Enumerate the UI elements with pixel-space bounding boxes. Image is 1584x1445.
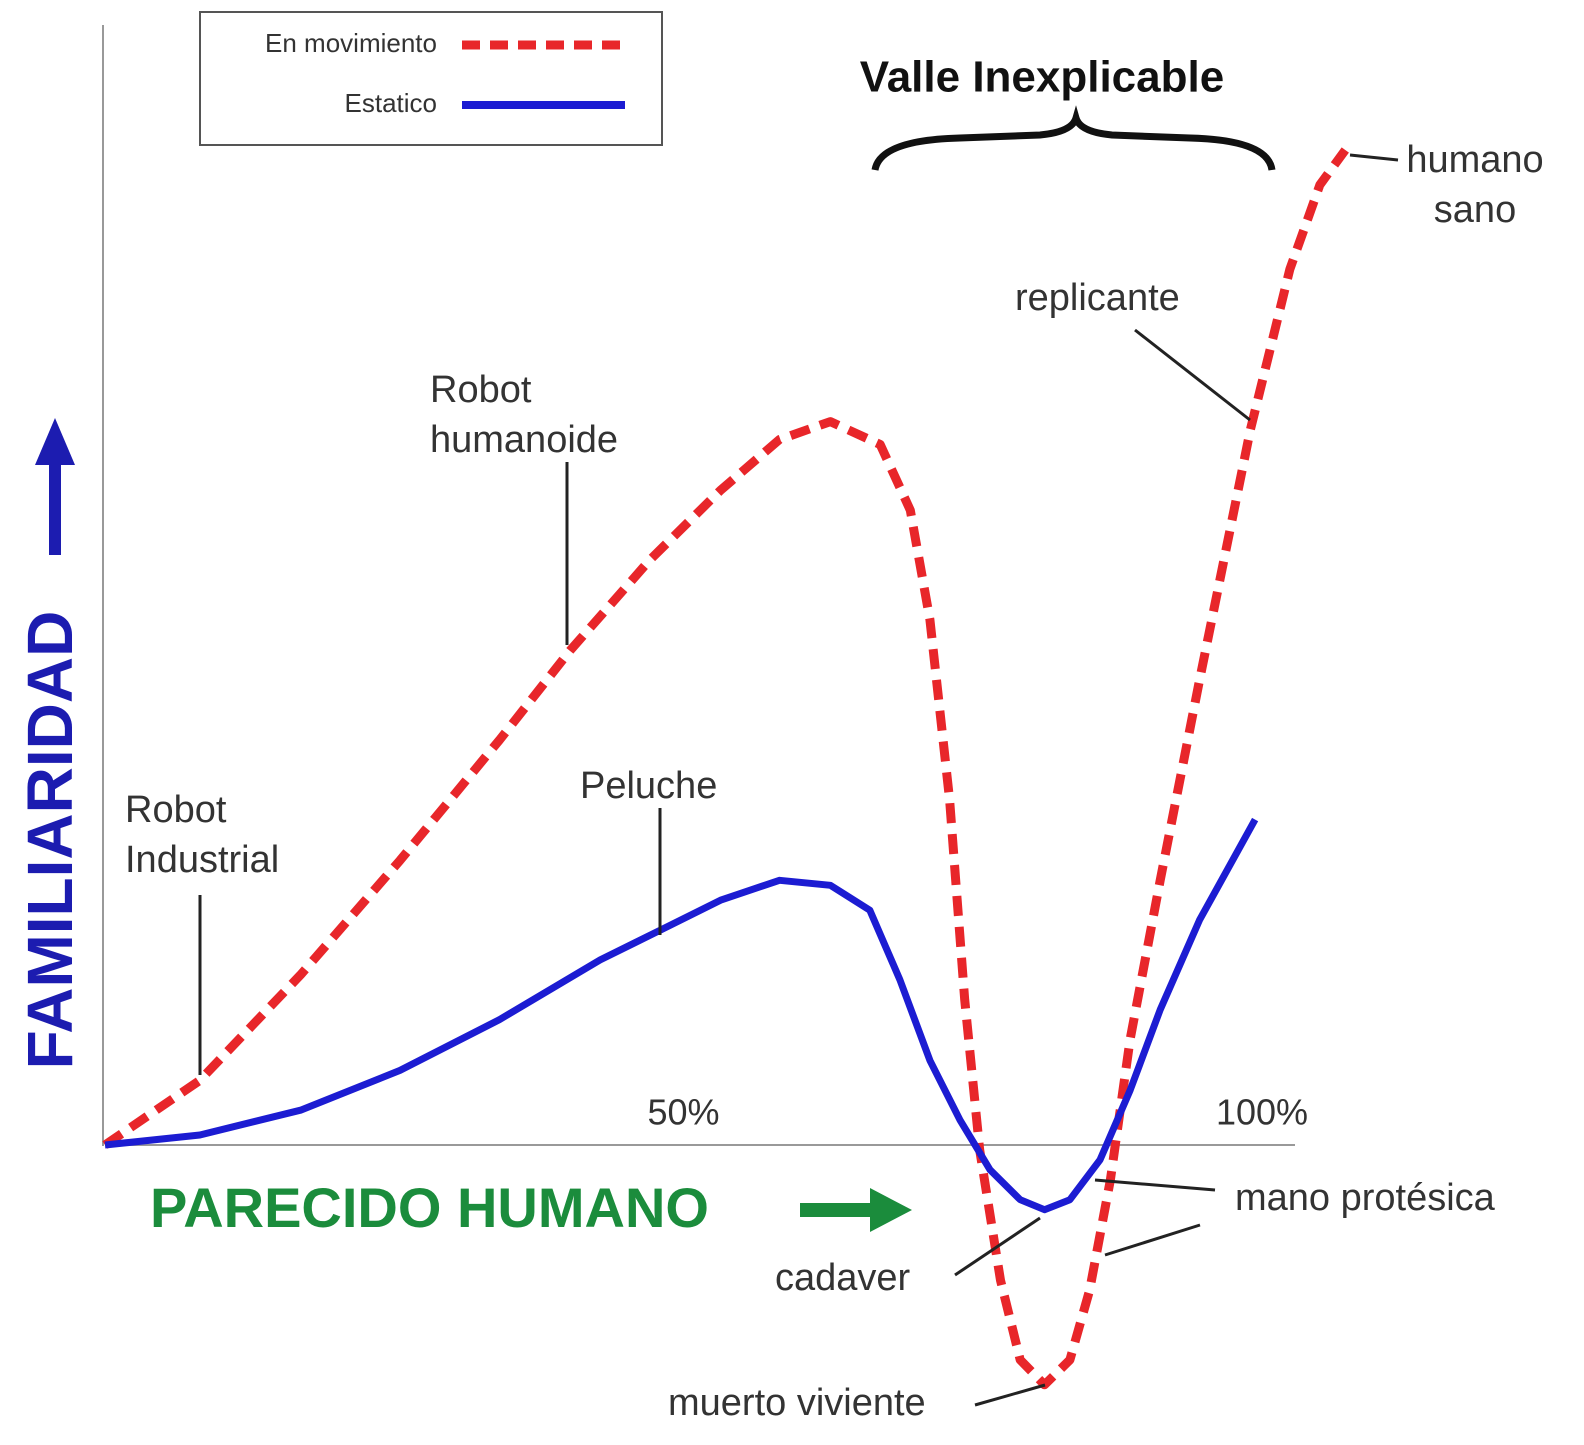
annotation: Robot <box>430 369 532 411</box>
annotation: sano <box>1434 189 1516 231</box>
annotation-leader <box>1349 153 1399 162</box>
annotation: humano <box>1406 139 1543 181</box>
x-axis-label: PARECIDO HUMANO <box>150 1176 709 1239</box>
annotation: Robot <box>125 789 227 831</box>
annotation: Industrial <box>125 839 279 881</box>
annotation-leader <box>1094 1178 1216 1192</box>
valley-brace <box>871 105 1276 171</box>
annotation: muerto viviente <box>668 1382 926 1424</box>
series-line <box>102 147 1349 1390</box>
x-arrow-head <box>870 1188 912 1232</box>
annotation-leader <box>1134 328 1251 422</box>
y-arrow-head <box>35 418 75 465</box>
chart-title: Valle Inexplicable <box>860 53 1224 102</box>
legend-label: En movimiento <box>265 28 437 58</box>
annotation: mano protésica <box>1235 1177 1496 1219</box>
legend-label: Estatico <box>345 88 438 118</box>
x-tick-label: 50% <box>647 1092 719 1133</box>
y-axis-label: FAMILIARIDAD <box>14 611 86 1070</box>
annotation-leader <box>1104 1223 1201 1257</box>
annotation: humanoide <box>430 419 618 461</box>
annotation-leader <box>954 1216 1041 1277</box>
series-line <box>104 817 1259 1214</box>
legend <box>199 11 663 146</box>
annotation: replicante <box>1015 277 1180 319</box>
x-tick-label: 100% <box>1216 1092 1308 1133</box>
annotation: Peluche <box>580 765 717 807</box>
annotation: cadaver <box>775 1257 911 1299</box>
annotation-leader <box>974 1383 1046 1407</box>
